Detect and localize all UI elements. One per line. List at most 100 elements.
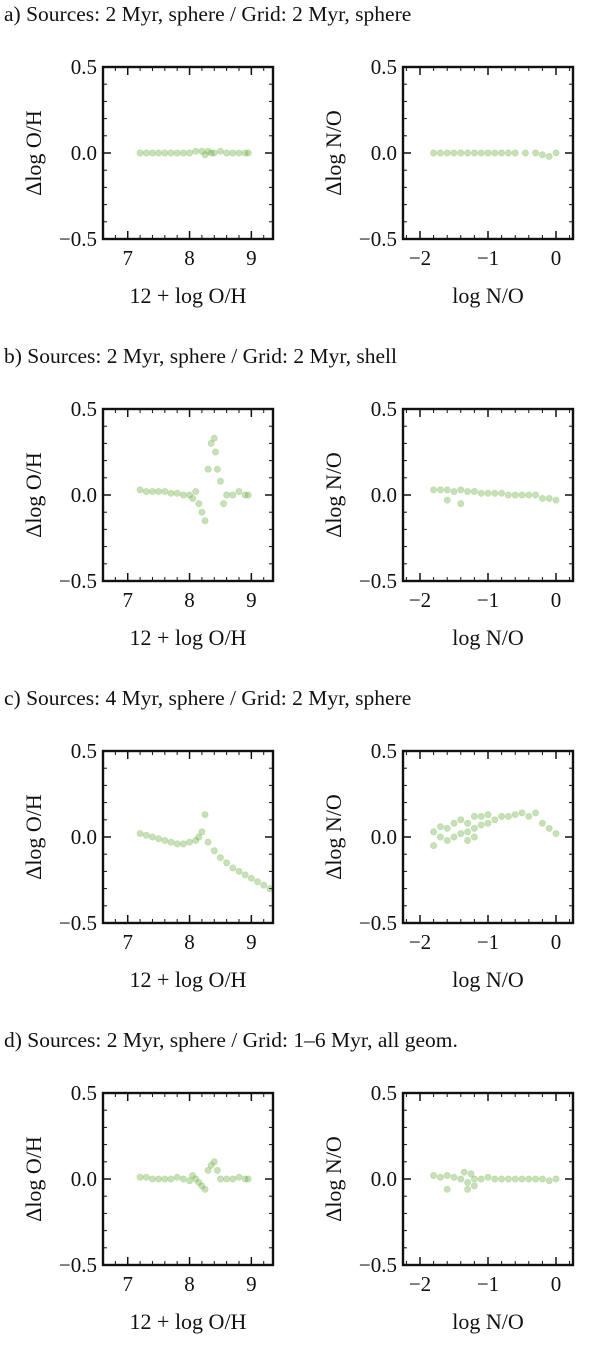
- y-tick-label: 0.0: [371, 483, 397, 507]
- data-point: [244, 149, 252, 157]
- data-point: [136, 1173, 144, 1181]
- y-tick-label: −0.5: [359, 1253, 397, 1277]
- data-point: [241, 491, 249, 499]
- data-point: [241, 1175, 249, 1183]
- data-point: [504, 491, 512, 499]
- data-point: [457, 500, 465, 508]
- data-point: [148, 488, 156, 496]
- axes-frame: [101, 1091, 275, 1267]
- scatter-plot-b-right: −2 −1 0 0.5 0.0 −0.5 log N/O Δlog N/O: [321, 397, 575, 650]
- data-point: [155, 1175, 163, 1183]
- data-point: [142, 1173, 150, 1181]
- data-point: [484, 819, 492, 827]
- data-point: [491, 1175, 499, 1183]
- data-point: [450, 149, 458, 157]
- data-point: [552, 830, 560, 838]
- x-tick-label: −2: [409, 588, 431, 612]
- data-point: [430, 486, 438, 494]
- y-tick-label: 0.0: [371, 825, 397, 849]
- data-point: [436, 823, 444, 831]
- data-point: [204, 147, 212, 155]
- scatter-plot-d-right: −2 −1 0 0.5 0.0 −0.5 log N/O Δlog N/O: [321, 1081, 575, 1334]
- data-point: [518, 1175, 526, 1183]
- data-point: [210, 847, 218, 855]
- y-tick-label: −0.5: [359, 911, 397, 935]
- y-tick-label: 0.5: [71, 55, 97, 79]
- data-point: [186, 1177, 194, 1185]
- y-axis-label: Δlog N/O: [321, 1136, 346, 1222]
- data-point: [511, 1175, 519, 1183]
- data-point: [244, 491, 252, 499]
- panel-c: c) Sources: 4 Myr, sphere / Grid: 2 Myr,…: [0, 684, 598, 1024]
- data-point: [470, 1182, 478, 1190]
- panel-d: d) Sources: 2 Myr, sphere / Grid: 1–6 My…: [0, 1026, 598, 1366]
- data-point: [467, 1170, 475, 1178]
- data-point: [545, 494, 553, 502]
- y-axis-label: Δlog O/H: [21, 794, 46, 880]
- data-point: [538, 151, 546, 159]
- data-point: [189, 494, 197, 502]
- x-tick-label: −2: [409, 246, 431, 270]
- panel-b: b) Sources: 2 Myr, sphere / Grid: 2 Myr,…: [0, 342, 598, 682]
- data-point: [457, 1175, 465, 1183]
- data-point: [464, 1185, 472, 1193]
- data-point: [179, 840, 187, 848]
- data-point: [142, 149, 150, 157]
- data-point: [484, 489, 492, 497]
- data-point: [525, 1175, 533, 1183]
- data-point: [223, 1175, 231, 1183]
- scatter-plot-c-left: 7 8 9 0.5 0.0 −0.5 12 + log O/H Δlog O/H: [21, 739, 275, 992]
- data-point: [498, 1175, 506, 1183]
- data-point: [161, 149, 169, 157]
- data-point: [167, 149, 175, 157]
- data-point: [216, 1175, 224, 1183]
- data-point: [216, 147, 224, 155]
- y-tick-label: 0.0: [371, 141, 397, 165]
- data-point: [155, 488, 163, 496]
- data-point: [532, 149, 540, 157]
- data-point: [450, 819, 458, 827]
- data-point: [204, 1166, 212, 1174]
- data-point: [210, 434, 218, 442]
- data-point: [210, 1158, 218, 1166]
- data-point: [477, 1175, 485, 1183]
- data-point: [186, 491, 194, 499]
- data-point: [244, 1175, 252, 1183]
- data-point: [477, 149, 485, 157]
- data-point: [192, 1175, 200, 1183]
- data-point: [532, 491, 540, 499]
- data-point: [525, 812, 533, 820]
- data-point: [136, 486, 144, 494]
- data-point: [142, 831, 150, 839]
- x-tick-label: −2: [409, 930, 431, 954]
- data-point: [189, 1172, 197, 1180]
- data-point: [545, 1177, 553, 1185]
- data-point: [223, 491, 231, 499]
- data-point: [552, 149, 560, 157]
- y-tick-label: 0.5: [371, 739, 397, 763]
- data-point: [538, 494, 546, 502]
- data-point: [207, 149, 215, 157]
- scatter-plot-a-left: 7 8 9 0.5 0.0 −0.5 12 + log O/H Δlog O/H: [21, 55, 275, 308]
- axes-frame: [401, 65, 575, 241]
- data-point: [477, 812, 485, 820]
- y-tick-label: −0.5: [59, 1253, 97, 1277]
- data-point: [161, 836, 169, 844]
- data-point: [223, 859, 231, 867]
- data-point: [192, 488, 200, 496]
- data-point: [260, 881, 268, 889]
- data-point: [443, 836, 451, 844]
- data-point: [464, 1178, 472, 1186]
- data-point: [173, 1173, 181, 1181]
- data-point: [450, 833, 458, 841]
- data-point: [545, 824, 553, 832]
- data-point: [179, 149, 187, 157]
- axes-frame: [401, 749, 575, 925]
- data-point: [491, 149, 499, 157]
- y-tick-label: 0.0: [71, 483, 97, 507]
- x-tick-label: 9: [246, 246, 257, 270]
- data-point: [470, 824, 478, 832]
- data-point: [504, 149, 512, 157]
- data-point: [136, 149, 144, 157]
- y-tick-label: 0.0: [71, 825, 97, 849]
